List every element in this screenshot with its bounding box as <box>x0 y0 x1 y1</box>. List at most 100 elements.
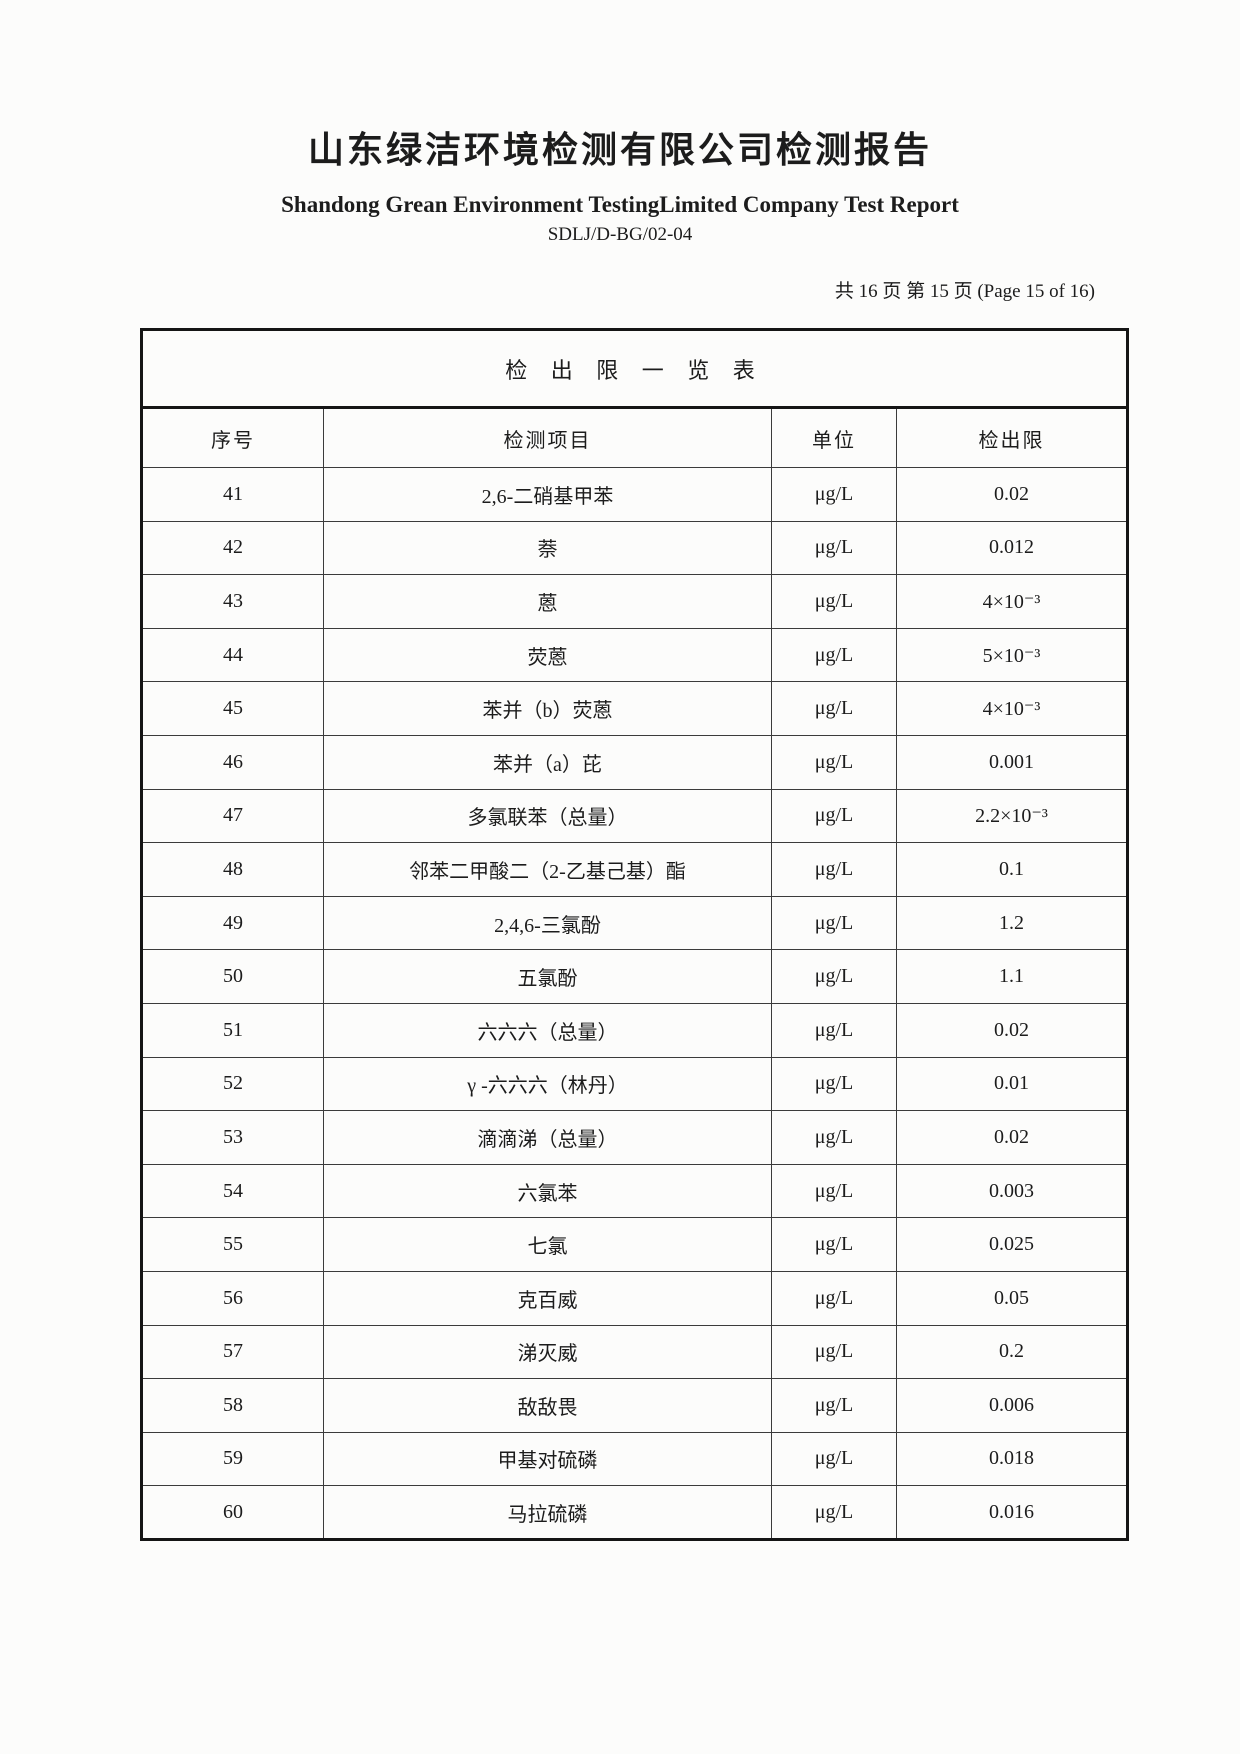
table-row: 50 五氯酚 μg/L 1.1 <box>141 949 1129 1004</box>
table-row: 45 苯并（b）荧蒽 μg/L 4×10⁻³ <box>141 681 1129 736</box>
cell-unit: μg/L <box>771 1002 897 1058</box>
cell-limit: 0.012 <box>895 520 1129 576</box>
table-row: 55 七氯 μg/L 0.025 <box>141 1217 1129 1272</box>
table-row: 48 邻苯二甲酸二（2-乙基己基）酯 μg/L 0.1 <box>141 842 1129 897</box>
cell-unit: μg/L <box>771 681 897 736</box>
cell-no: 43 <box>141 574 324 629</box>
cell-item: 六六六（总量） <box>323 1002 772 1058</box>
cell-item: 蒽 <box>323 574 772 629</box>
cell-no: 44 <box>141 627 324 683</box>
cell-limit: 2.2×10⁻³ <box>895 788 1129 844</box>
cell-item: 邻苯二甲酸二（2-乙基己基）酯 <box>323 842 772 897</box>
cell-limit: 0.025 <box>895 1217 1129 1272</box>
cell-limit: 0.1 <box>895 842 1129 897</box>
table-row: 53 滴滴涕（总量） μg/L 0.02 <box>141 1110 1129 1165</box>
table-title-row: 检 出 限 一 览 表 <box>140 329 1129 409</box>
cell-limit: 4×10⁻³ <box>895 681 1129 736</box>
cell-no: 60 <box>141 1485 324 1540</box>
cell-no: 41 <box>141 467 324 522</box>
cell-limit: 1.2 <box>895 895 1129 951</box>
cell-no: 47 <box>141 788 324 844</box>
cell-unit: μg/L <box>771 949 897 1004</box>
cell-limit: 0.01 <box>895 1056 1129 1112</box>
cell-item: 滴滴涕（总量） <box>323 1110 772 1165</box>
cell-limit: 0.02 <box>895 1002 1129 1058</box>
cell-unit: μg/L <box>771 627 897 683</box>
table-row: 43 蒽 μg/L 4×10⁻³ <box>141 574 1129 629</box>
table-header-row: 序号 检测项目 单位 检出限 <box>141 407 1129 468</box>
doc-code: SDLJ/D-BG/02-04 <box>547 224 693 245</box>
cell-unit: μg/L <box>771 895 897 951</box>
cell-limit: 0.016 <box>895 1485 1129 1540</box>
cell-no: 58 <box>141 1378 324 1433</box>
cell-item: 荧蒽 <box>323 627 772 683</box>
table-row: 60 马拉硫磷 μg/L 0.016 <box>141 1485 1129 1540</box>
cell-item: 甲基对硫磷 <box>323 1431 772 1487</box>
table-row: 59 甲基对硫磷 μg/L 0.018 <box>141 1431 1129 1487</box>
cell-unit: μg/L <box>771 1110 897 1165</box>
cell-no: 59 <box>141 1431 324 1487</box>
cell-limit: 0.006 <box>895 1378 1129 1433</box>
cell-no: 57 <box>141 1324 324 1380</box>
cell-limit: 0.2 <box>895 1324 1129 1380</box>
cell-no: 50 <box>141 949 324 1004</box>
table-row: 52 γ -六六六（林丹） μg/L 0.01 <box>141 1056 1129 1112</box>
cell-item: 2,6-二硝基甲苯 <box>323 467 772 522</box>
table-row: 56 克百威 μg/L 0.05 <box>141 1270 1129 1326</box>
cell-unit: μg/L <box>771 842 897 897</box>
cell-no: 46 <box>141 734 324 790</box>
cell-unit: μg/L <box>771 1485 897 1540</box>
detection-limit-table: 检 出 限 一 览 表 序号 检测项目 单位 检出限 41 2,6-二硝基甲苯 … <box>140 328 1130 1541</box>
cell-item: 苯并（b）荧蒽 <box>323 681 772 736</box>
cell-unit: μg/L <box>771 574 897 629</box>
cell-unit: μg/L <box>771 1217 897 1272</box>
table-row: 41 2,6-二硝基甲苯 μg/L 0.02 <box>141 467 1129 522</box>
cell-item: 苯并（a）芘 <box>323 734 772 790</box>
cell-limit: 0.018 <box>895 1431 1129 1487</box>
cell-no: 42 <box>141 520 324 576</box>
table-row: 46 苯并（a）芘 μg/L 0.001 <box>141 734 1129 790</box>
cell-limit: 0.05 <box>895 1270 1129 1326</box>
cell-unit: μg/L <box>771 1270 897 1326</box>
cell-limit: 4×10⁻³ <box>895 574 1129 629</box>
table-row: 54 六氯苯 μg/L 0.003 <box>141 1163 1129 1219</box>
cell-item: 五氯酚 <box>323 949 772 1004</box>
cell-unit: μg/L <box>771 520 897 576</box>
column-header-limit: 检出限 <box>895 407 1129 468</box>
cell-limit: 0.001 <box>895 734 1129 790</box>
table-row: 44 荧蒽 μg/L 5×10⁻³ <box>141 627 1129 683</box>
cell-item: 萘 <box>323 520 772 576</box>
cell-unit: μg/L <box>771 1056 897 1112</box>
table-title: 检 出 限 一 览 表 <box>140 329 1129 409</box>
report-title-cn: 山东绿洁环境检测有限公司检测报告 <box>307 130 932 170</box>
cell-unit: μg/L <box>771 734 897 790</box>
cell-no: 48 <box>141 842 324 897</box>
cell-no: 55 <box>141 1217 324 1272</box>
cell-unit: μg/L <box>771 1324 897 1380</box>
cell-no: 45 <box>141 681 324 736</box>
cell-no: 51 <box>141 1002 324 1058</box>
table-row: 57 涕灭威 μg/L 0.2 <box>141 1324 1129 1380</box>
table-row: 49 2,4,6-三氯酚 μg/L 1.2 <box>141 895 1129 951</box>
cell-limit: 0.02 <box>895 467 1129 522</box>
table-row: 58 敌敌畏 μg/L 0.006 <box>141 1378 1129 1433</box>
column-header-no: 序号 <box>141 407 324 468</box>
cell-limit: 1.1 <box>895 949 1129 1004</box>
page-number-info: 共 16 页 第 15 页 (Page 15 of 16) <box>834 281 1095 302</box>
cell-item: 多氯联苯（总量） <box>323 788 772 844</box>
cell-limit: 0.003 <box>895 1163 1129 1219</box>
cell-unit: μg/L <box>771 467 897 522</box>
cell-item: 马拉硫磷 <box>323 1485 772 1540</box>
cell-unit: μg/L <box>771 1431 897 1487</box>
cell-item: 六氯苯 <box>323 1163 772 1219</box>
cell-item: 敌敌畏 <box>323 1378 772 1433</box>
cell-no: 53 <box>141 1110 324 1165</box>
cell-limit: 0.02 <box>895 1110 1129 1165</box>
table-row: 51 六六六（总量） μg/L 0.02 <box>141 1002 1129 1058</box>
cell-item: 七氯 <box>323 1217 772 1272</box>
cell-unit: μg/L <box>771 1378 897 1433</box>
cell-limit: 5×10⁻³ <box>895 627 1129 683</box>
cell-item: 2,4,6-三氯酚 <box>323 895 772 951</box>
column-header-item: 检测项目 <box>323 407 772 468</box>
